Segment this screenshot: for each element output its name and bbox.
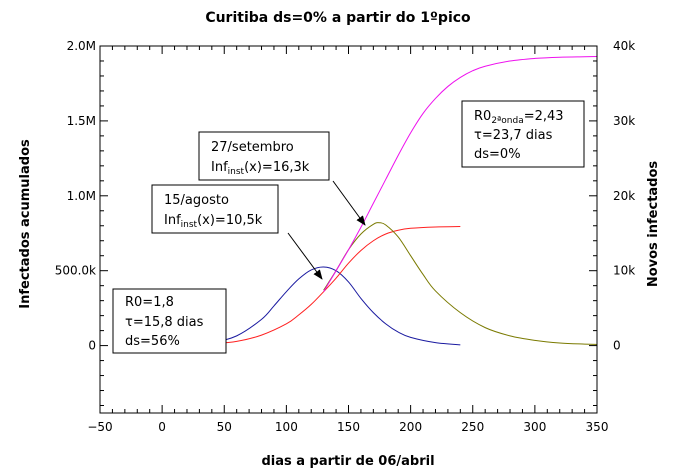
series-line-1 (162, 226, 461, 347)
y-right-tick-label: 10k (613, 264, 635, 278)
y-right-tick-label: 0 (613, 339, 621, 353)
y-right-tick-label: 40k (613, 39, 635, 53)
annotation-arrow-15-agosto (287, 232, 323, 280)
y-right-tick-label: 20k (613, 189, 635, 203)
series-line-0 (162, 266, 461, 347)
annotation-15-agosto: 15/agosto Infinst(x)=10,5k (151, 184, 279, 234)
x-tick-label: 200 (399, 420, 422, 434)
x-tick-label: 250 (461, 420, 484, 434)
x-tick-label: 300 (523, 420, 546, 434)
annotation-27-setembro: 27/setembro Infinst(x)=16,3k (198, 131, 330, 181)
y-right-tick-label: 30k (613, 114, 635, 128)
annotation-line: τ=23,7 dias (474, 128, 553, 143)
series-line-2 (323, 222, 598, 345)
x-tick-label: 0 (158, 420, 166, 434)
svg-text:R0=1,8: R0=1,8 (125, 295, 174, 310)
y-left-tick-label: 1.0M (67, 189, 96, 203)
x-tick-label: 50 (217, 420, 232, 434)
svg-text:Infinst(x)=10,5k: Infinst(x)=10,5k (164, 213, 263, 230)
series-line-3 (323, 55, 598, 292)
y-left-axis-label: Infectados acumulados (18, 139, 33, 309)
y-left-tick-label: 500.0k (55, 264, 96, 278)
y-left-tick-labels: 0 500.0k 1.0M 1.5M 2.0M (55, 39, 96, 353)
x-tick-labels: −50 0 50 100 150 200 250 300 350 (87, 420, 608, 434)
plot-frame (99, 45, 598, 414)
svg-text:Infinst(x)=16,3k: Infinst(x)=16,3k (211, 160, 310, 177)
annotation-line: 27/setembro (211, 140, 294, 155)
x-axis-label: dias a partir de 06/abril (261, 454, 434, 469)
x-tick-label: 350 (586, 420, 609, 434)
chart-title: Curitiba ds=0% a partir do 1ºpico (205, 10, 471, 26)
annotation-line: ds=56% (125, 334, 180, 349)
x-tick-label: 150 (337, 420, 360, 434)
svg-text:15/agosto: 15/agosto (164, 193, 229, 208)
svg-text:τ=23,7 dias: τ=23,7 dias (474, 128, 553, 143)
annotation-arrow-27-setembro (332, 180, 366, 226)
annotation-first-wave-params: R0=1,8 τ=15,8 dias ds=56% (112, 288, 227, 354)
y-right-axis-label: Novos infectados (646, 161, 661, 288)
svg-text:ds=56%: ds=56% (125, 334, 180, 349)
svg-text:τ=15,8 dias: τ=15,8 dias (125, 315, 204, 330)
svg-text:R02ªonda=2,43: R02ªonda=2,43 (474, 109, 564, 126)
annotation-line: 15/agosto (164, 193, 229, 208)
annotation-line: τ=15,8 dias (125, 315, 204, 330)
annotation-second-wave-params: R02ªonda=2,43 τ=23,7 dias ds=0% (461, 100, 585, 168)
svg-text:27/setembro: 27/setembro (211, 140, 294, 155)
series-lines (162, 55, 598, 347)
axis-ticks (99, 45, 598, 413)
y-left-tick-label: 2.0M (67, 39, 96, 53)
x-tick-label: −50 (87, 420, 112, 434)
y-left-tick-label: 1.5M (67, 114, 96, 128)
y-right-tick-labels: 0 10k 20k 30k 40k (613, 39, 635, 353)
svg-text:ds=0%: ds=0% (474, 147, 521, 162)
annotation-line: ds=0% (474, 147, 521, 162)
x-tick-label: 100 (275, 420, 298, 434)
y-left-tick-label: 0 (88, 339, 96, 353)
annotation-line: R0=1,8 (125, 295, 174, 310)
